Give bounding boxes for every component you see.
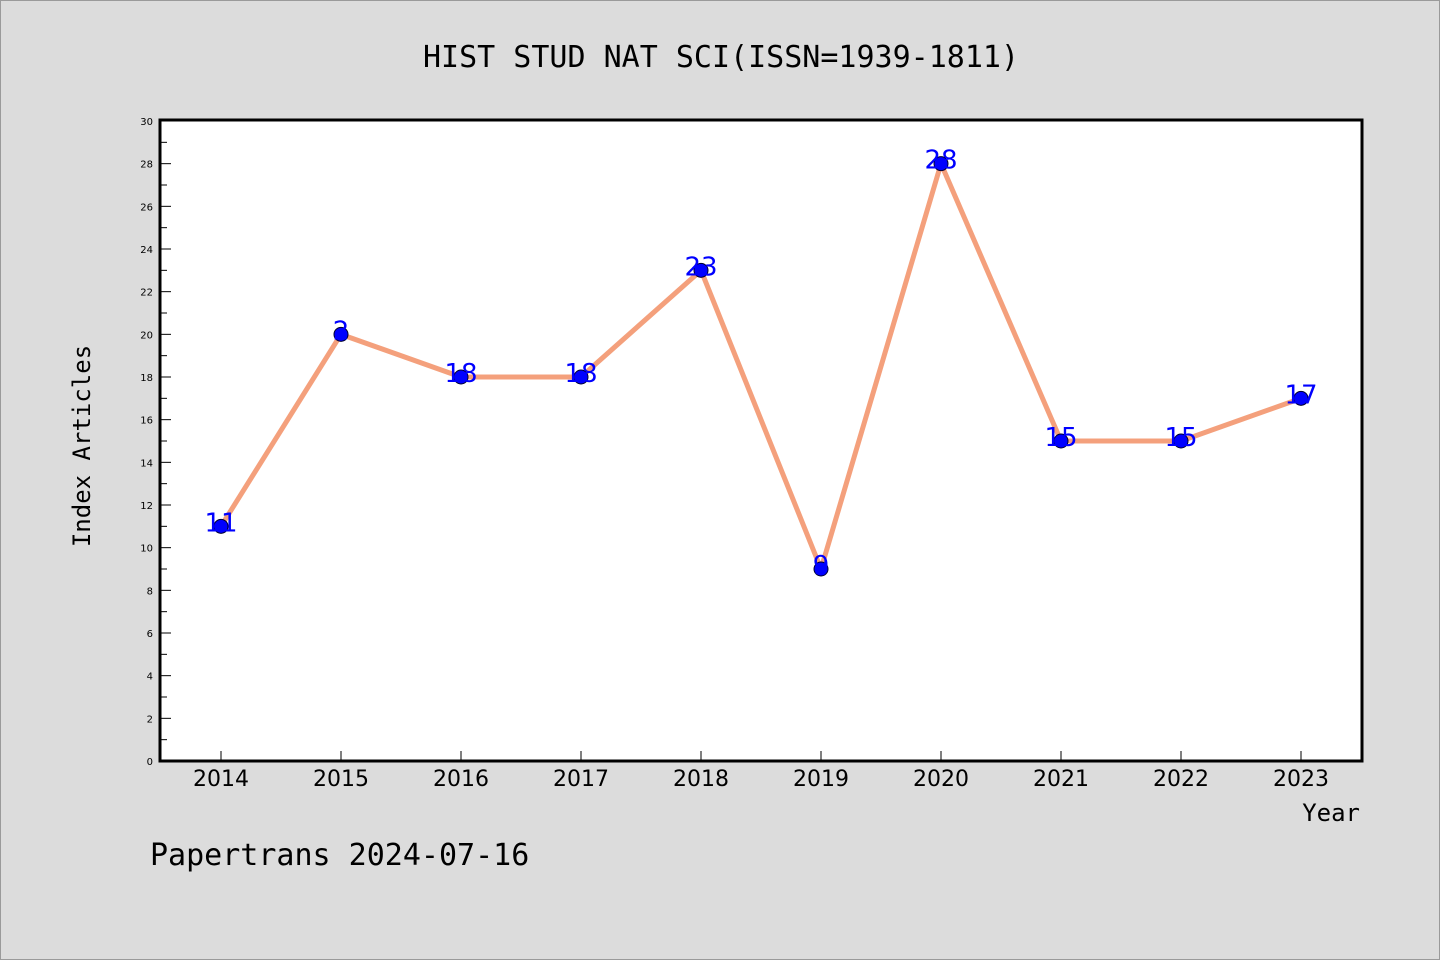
- x-tick-label: 2014: [193, 767, 249, 792]
- y-tick-label: 16: [140, 416, 153, 427]
- data-point: [693, 262, 709, 278]
- data-label: 17: [1284, 380, 1317, 410]
- data-label: 9: [813, 551, 830, 581]
- data-point: [813, 561, 829, 577]
- data-point: [573, 369, 589, 385]
- x-axis-title: Year: [1302, 799, 1360, 827]
- y-tick-label: 2: [147, 714, 153, 725]
- series-line: [218, 161, 1304, 572]
- y-tick-label: 24: [140, 245, 153, 256]
- x-tick-label: 2020: [913, 767, 969, 792]
- x-axis: 2014 2015 2016 2017 2018 2019 2020 2021 2022 2023: [193, 751, 1329, 792]
- y-tick-label: 10: [140, 544, 153, 555]
- x-tick-label: 2016: [433, 767, 489, 792]
- y-tick-label: 30: [140, 117, 153, 128]
- y-tick-label: 12: [140, 501, 153, 512]
- x-tick-label: 2017: [553, 767, 609, 792]
- data-label: 18: [444, 359, 477, 389]
- y-tick-label: 8: [147, 586, 153, 597]
- footer-credit: Papertrans 2024-07-16: [150, 838, 529, 873]
- y-tick-label: 20: [140, 330, 153, 341]
- data-point: [213, 518, 229, 534]
- data-point: [1053, 433, 1069, 449]
- x-tick-label: 2022: [1153, 767, 1209, 792]
- y-tick-label: 6: [147, 629, 153, 640]
- data-label: 28: [924, 146, 957, 176]
- data-label: 23: [684, 252, 717, 282]
- data-point: [933, 156, 949, 172]
- data-labels: 11 2 18 18 23 9 28 15 15 17: [204, 146, 1317, 581]
- data-label: 11: [204, 508, 237, 538]
- x-tick-label: 2019: [793, 767, 849, 792]
- y-tick-label: 18: [140, 373, 153, 384]
- y-axis-title: Index Articles: [68, 345, 96, 547]
- y-tick-label: 22: [140, 288, 153, 299]
- y-tick-label: 0: [147, 757, 153, 768]
- data-point: [333, 326, 349, 342]
- data-label: 15: [1164, 423, 1197, 453]
- x-tick-label: 2015: [313, 767, 369, 792]
- x-tick-label: 2018: [673, 767, 729, 792]
- y-tick-label: 4: [147, 672, 153, 683]
- data-point: [453, 369, 469, 385]
- series-index-articles: [213, 156, 1309, 577]
- data-point: [1173, 433, 1189, 449]
- y-tick-label: 14: [140, 458, 153, 469]
- x-tick-label: 2023: [1273, 767, 1329, 792]
- data-label: 18: [564, 359, 597, 389]
- data-label: 2: [333, 316, 350, 346]
- y-tick-label: 26: [140, 202, 153, 213]
- data-point: [1293, 390, 1309, 406]
- x-tick-label: 2021: [1033, 767, 1089, 792]
- chart-title: HIST STUD NAT SCI(ISSN=1939-1811): [423, 40, 1019, 75]
- data-label: 15: [1044, 423, 1077, 453]
- y-tick-label: 28: [140, 160, 153, 171]
